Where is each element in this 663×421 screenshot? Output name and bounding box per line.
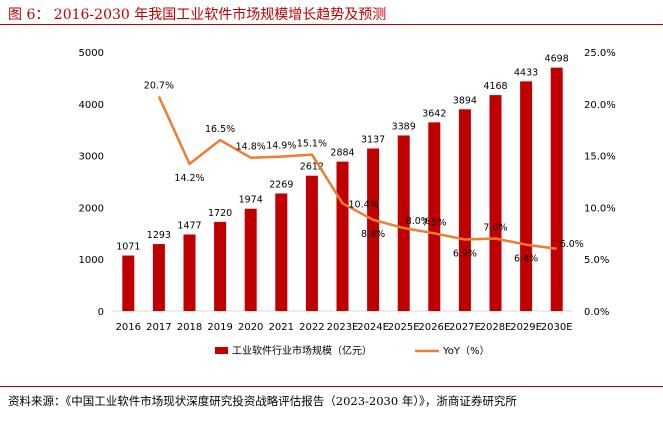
bar-value-label: 4168	[483, 81, 507, 92]
x-axis-tick-label: 2023E	[327, 322, 359, 333]
x-axis-tick-label: 2027E	[449, 322, 481, 333]
bar-2030E	[550, 67, 563, 311]
yoy-value-label: 16.5%	[205, 124, 235, 135]
x-axis-tick-label: 2018	[177, 322, 202, 333]
bar-2020	[244, 208, 257, 311]
x-axis-tick-label: 2019	[207, 322, 232, 333]
x-axis-tick-label: 2024E	[357, 322, 389, 333]
yoy-value-label: 6.4%	[514, 254, 538, 265]
yoy-value-label: 10.4%	[349, 199, 379, 210]
x-axis-tick-label: 2020	[238, 322, 263, 333]
bar-value-label: 2612	[300, 162, 324, 173]
bar-value-label: 1720	[208, 208, 232, 219]
bar-2024E	[367, 148, 380, 311]
bar-2019	[214, 221, 227, 311]
bar-value-label: 2884	[330, 148, 354, 159]
right-axis-tick-label: 5.0%	[584, 255, 609, 266]
bar-2029E	[520, 81, 533, 311]
x-axis-tick-label: 2016	[116, 322, 141, 333]
yoy-value-label: 14.2%	[174, 173, 204, 184]
x-axis-tick-label: 2022	[299, 322, 324, 333]
bar-value-label: 2269	[269, 179, 293, 190]
bar-value-label: 1293	[147, 230, 171, 241]
x-axis-tick-label: 2030E	[541, 322, 573, 333]
bar-2017	[152, 244, 165, 311]
bar-value-label: 3642	[422, 108, 446, 119]
bar-2028E	[489, 95, 502, 312]
yoy-value-label: 14.9%	[266, 141, 296, 152]
left-axis-tick-label: 5000	[79, 48, 104, 59]
x-axis-tick-label: 2028E	[480, 322, 512, 333]
left-axis-tick-label: 3000	[79, 152, 104, 163]
right-axis-tick-label: 20.0%	[584, 100, 616, 111]
left-axis-tick-label: 4000	[79, 100, 104, 111]
yoy-value-label: 15.1%	[297, 139, 327, 150]
bar-value-label: 1974	[239, 195, 263, 206]
bar-value-label: 4698	[545, 54, 569, 65]
yoy-value-label: 8.0%	[406, 216, 430, 227]
source-rule	[0, 386, 663, 387]
x-axis-tick-label: 2021	[269, 322, 294, 333]
yoy-value-label: 14.8%	[236, 142, 266, 153]
bar-value-label: 3389	[392, 121, 416, 132]
legend-line-label: YoY（%）	[442, 345, 490, 357]
yoy-line	[157, 95, 557, 251]
yoy-value-label: 20.7%	[144, 81, 174, 92]
bar-2022	[305, 175, 318, 311]
bar-value-label: 3137	[361, 135, 385, 146]
combo-chart: 0 1000 2000 3000 4000 5000 0.0% 5.0% 10.0% 15.0% 2…	[79, 48, 616, 357]
bar-2021	[275, 193, 288, 311]
left-axis-tick-label: 2000	[79, 203, 104, 214]
legend-bar-swatch	[215, 347, 228, 354]
right-axis-tick-label: 10.0%	[584, 203, 616, 214]
bar-value-label: 3894	[453, 95, 477, 106]
legend-bar-label: 工业软件行业市场规模（亿元）	[232, 344, 372, 357]
bar-value-label: 1071	[116, 242, 140, 253]
bar-value-label: 4433	[514, 67, 538, 78]
left-axis-tick-label: 0	[98, 307, 104, 318]
x-axis-tick-label: 2017	[146, 322, 171, 333]
yoy-value-label: 6.9%	[453, 249, 477, 260]
yoy-value-label: 7.5%	[422, 217, 446, 228]
yoy-value-label: 6.0%	[560, 239, 584, 250]
yoy-value-label: 8.8%	[361, 229, 385, 240]
right-axis-tick-label: 0.0%	[584, 307, 609, 318]
bar-2027E	[458, 109, 471, 311]
x-axis-tick-label: 2029E	[510, 322, 542, 333]
bar-2025E	[397, 135, 410, 311]
bar-2026E	[428, 122, 441, 312]
source-note: 资料来源：《中国工业软件市场现状深度研究投资战略评估报告（2023-2030 年…	[8, 394, 517, 408]
left-axis-tick-label: 1000	[79, 255, 104, 266]
bar-2016	[122, 255, 135, 311]
x-axis-tick-label: 2026E	[418, 322, 450, 333]
bar-value-label: 1477	[177, 220, 201, 231]
figure-title: 图 6： 2016-2030 年我国工业软件市场规模增长趋势及预测	[8, 7, 387, 23]
right-axis-tick-label: 15.0%	[584, 152, 616, 163]
yoy-value-label: 7.0%	[483, 222, 507, 233]
right-axis-tick-label: 25.0%	[584, 48, 616, 59]
bar-2018	[183, 234, 196, 311]
bar-2023E	[336, 161, 349, 311]
x-axis-tick-label: 2025E	[388, 322, 420, 333]
title-rule	[0, 24, 663, 25]
